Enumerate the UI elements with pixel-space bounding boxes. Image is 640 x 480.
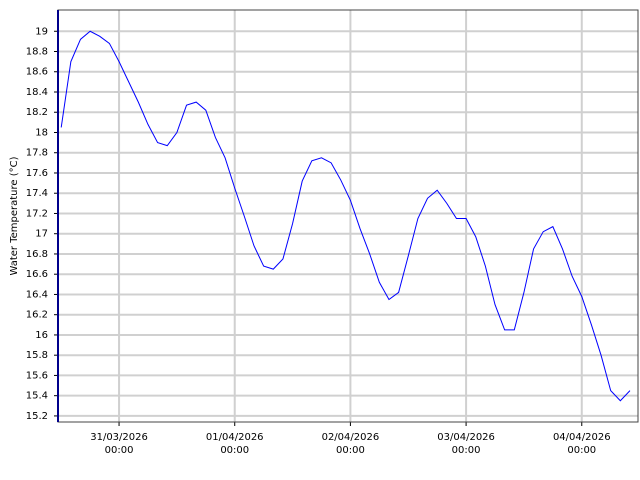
x-tick-label-line: 00:00 xyxy=(220,445,249,456)
x-tick-label: 02/04/2026 00:00 xyxy=(322,432,380,456)
y-tick-label: 17.8 xyxy=(26,148,48,159)
y-tick-label: 17.6 xyxy=(26,168,48,179)
x-tick-label: 01/04/2026 00:00 xyxy=(206,432,264,456)
x-tick-label: 03/04/2026 00:00 xyxy=(437,432,495,456)
y-axis-label: Water Temperature (°C) xyxy=(9,156,20,275)
y-tick-label: 18.6 xyxy=(26,67,48,78)
x-tick-label-line: 31/03/2026 xyxy=(90,432,148,443)
x-tick-label-line: 03/04/2026 xyxy=(437,432,495,443)
x-tick-label-line: 00:00 xyxy=(452,445,481,456)
y-tick-label: 18.4 xyxy=(26,87,48,98)
x-tick-label-line: 02/04/2026 xyxy=(322,432,380,443)
y-tick-label: 15.2 xyxy=(26,411,48,422)
x-tick-label-line: 00:00 xyxy=(567,445,596,456)
y-tick-label: 17 xyxy=(35,229,48,240)
y-tick-label: 16.8 xyxy=(26,249,48,260)
y-tick-label: 17.2 xyxy=(26,208,48,219)
x-tick-label-line: 00:00 xyxy=(105,445,134,456)
y-tick-label: 18.2 xyxy=(26,107,48,118)
y-tick-label: 15.6 xyxy=(26,370,48,381)
y-tick-label: 16 xyxy=(35,330,48,341)
x-tick-label: 31/03/2026 00:00 xyxy=(90,432,148,456)
y-tick-label: 18 xyxy=(35,127,48,138)
y-tick-label: 15.8 xyxy=(26,350,48,361)
y-tick-label: 16.4 xyxy=(26,289,48,300)
y-tick-label: 16.6 xyxy=(26,269,48,280)
y-tick-label: 15.4 xyxy=(26,391,48,402)
y-tick-label: 17.4 xyxy=(26,188,48,199)
x-tick-label-line: 04/04/2026 xyxy=(553,432,611,443)
y-tick-label: 18.8 xyxy=(26,47,48,58)
x-tick-label-line: 00:00 xyxy=(336,445,365,456)
y-tick-label: 19 xyxy=(35,26,48,37)
y-tick-label: 16.2 xyxy=(26,310,48,321)
x-tick-label: 04/04/2026 00:00 xyxy=(553,432,611,456)
data-line xyxy=(60,30,631,402)
x-tick-label-line: 01/04/2026 xyxy=(206,432,264,443)
